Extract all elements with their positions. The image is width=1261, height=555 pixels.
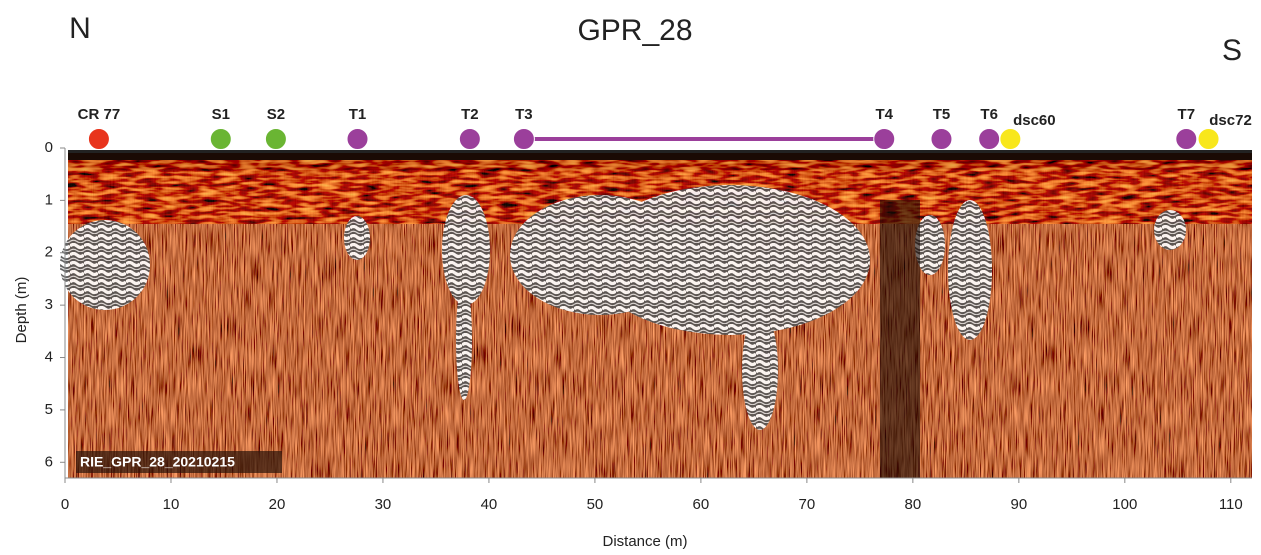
marker	[978, 128, 1001, 150]
x-axis-label: Distance (m)	[602, 533, 687, 550]
marker-label: S1	[212, 106, 230, 123]
marker-label: dsc72	[1209, 112, 1252, 129]
x-tick-label: 50	[587, 496, 604, 513]
marker-label: T4	[875, 106, 893, 123]
y-tick-label: 1	[45, 191, 53, 208]
y-tick-label: 6	[45, 453, 53, 470]
marker	[873, 128, 896, 150]
marker	[209, 128, 232, 150]
annotation-bg	[76, 451, 282, 473]
y-tick-label: 3	[45, 296, 53, 313]
marker-label: T3	[515, 106, 533, 123]
marker	[264, 128, 287, 150]
marker-label: T6	[980, 106, 998, 123]
y-tick-label: 5	[45, 401, 53, 418]
marker	[512, 128, 535, 150]
y-tick-label: 4	[45, 348, 53, 365]
direction-left: N	[69, 12, 91, 45]
x-tick-label: 40	[481, 496, 498, 513]
x-tick-label: 60	[693, 496, 710, 513]
marker-label: S2	[267, 106, 285, 123]
y-tick-label: 2	[45, 244, 53, 261]
x-tick-label: 20	[269, 496, 286, 513]
chart-title: GPR_28	[577, 14, 692, 47]
x-tick-label: 110	[1219, 496, 1243, 513]
y-axis-label: Depth (m)	[13, 277, 30, 344]
marker	[346, 128, 369, 150]
marker-label: CR 77	[78, 106, 121, 123]
annotation: RIE_GPR_28_20210215	[80, 454, 235, 470]
x-tick-label: 10	[163, 496, 180, 513]
x-tick-label: 80	[905, 496, 922, 513]
marker-label: dsc60	[1013, 112, 1056, 129]
y-tick-label: 0	[45, 139, 53, 156]
marker	[87, 128, 110, 150]
marker	[1197, 128, 1220, 150]
marker	[999, 128, 1022, 150]
x-tick-label: 30	[375, 496, 392, 513]
x-tick-label: 70	[799, 496, 816, 513]
marker-label: T2	[461, 106, 479, 123]
direction-right: S	[1222, 34, 1242, 67]
x-tick-label: 100	[1112, 496, 1137, 513]
marker	[1175, 128, 1198, 150]
radargram-image	[60, 150, 1252, 478]
x-tick-label: 90	[1010, 496, 1027, 513]
marker	[930, 128, 953, 150]
marker-label: T7	[1178, 106, 1196, 123]
x-tick-label: 0	[61, 496, 69, 513]
marker-label: T5	[933, 106, 951, 123]
marker-label: T1	[349, 106, 367, 123]
marker	[458, 128, 481, 150]
